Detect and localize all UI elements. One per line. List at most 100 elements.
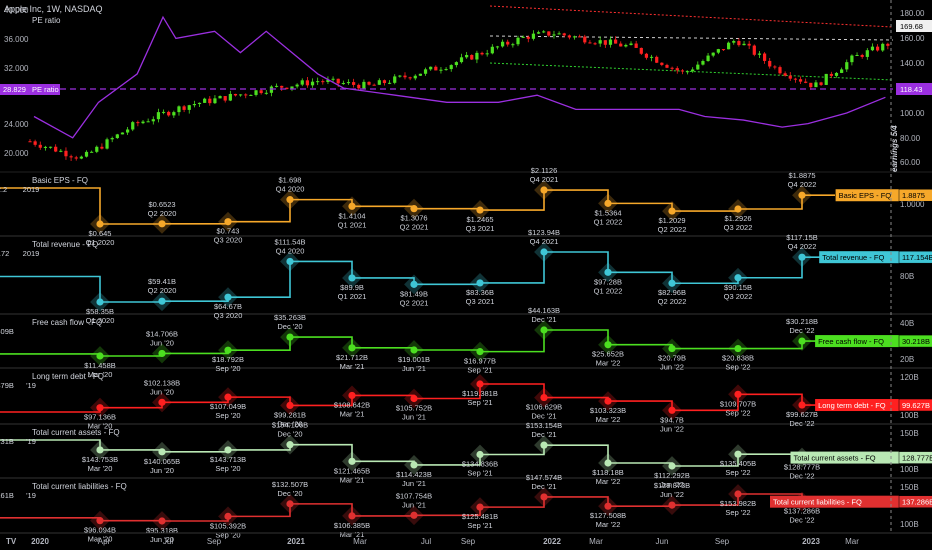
price-axis-label: 160.00 — [900, 34, 925, 43]
pe-axis-label: 20.000 — [4, 149, 29, 158]
candle-body — [413, 75, 417, 79]
pane-axis-label: 1.0000 — [900, 200, 925, 209]
candle-body — [608, 39, 613, 45]
candle-body — [146, 121, 150, 123]
data-point — [734, 490, 742, 498]
period-label: Mar '20 — [88, 422, 113, 431]
candle-body — [485, 53, 489, 55]
pane-title: Free cash flow - FQ — [32, 318, 102, 327]
value-label: $107.049B — [210, 402, 246, 411]
period-label: Q1 2021 — [338, 220, 367, 229]
value-label: $1.5364 — [594, 208, 621, 217]
data-point — [476, 279, 484, 287]
candle-body — [531, 33, 536, 39]
candle-body — [110, 138, 114, 140]
candle-body — [511, 44, 515, 46]
candle-body — [840, 69, 844, 73]
pane-title: Total current liabilities - FQ — [32, 482, 127, 491]
value-label: $153.982B — [720, 499, 756, 508]
value-label: $20.838B — [722, 354, 754, 363]
pane-axis-label: 100B — [900, 520, 919, 529]
candle-body — [321, 81, 325, 83]
time-axis-label: Apr — [98, 537, 111, 546]
period-label: Mar '22 — [596, 359, 621, 368]
candle-body — [547, 31, 551, 36]
candle-body — [603, 40, 607, 45]
period-label: Q2 2021 — [400, 298, 429, 307]
candle-body — [239, 94, 243, 96]
data-point — [96, 517, 104, 525]
candle-body — [675, 68, 679, 71]
value-label: $14.706B — [146, 329, 178, 338]
value-label: $105.392B — [210, 521, 246, 530]
value-label: $1.8875 — [788, 171, 815, 180]
period-label: Jun '21 — [402, 364, 426, 373]
value-label: $134.836B — [462, 459, 498, 468]
candle-body — [495, 46, 500, 48]
time-axis-label: Mar — [589, 537, 603, 546]
data-point — [410, 394, 418, 403]
data-point — [540, 441, 548, 449]
period-label: Q4 2021 — [530, 175, 559, 184]
period-label: Sep '21 — [467, 468, 492, 477]
candle-body — [249, 94, 253, 96]
candle-body — [701, 61, 705, 65]
time-axis-label: 2022 — [543, 537, 561, 546]
data-point — [158, 448, 166, 456]
value-label: $83.36B — [466, 288, 494, 297]
candle-body — [506, 41, 510, 45]
value-label: $30.218B — [786, 317, 818, 326]
period-label: Q3 2021 — [466, 224, 495, 233]
series-tag-value: 117.154B — [902, 253, 932, 262]
time-axis-label: Sep — [207, 537, 222, 546]
value-label: $123.94B — [528, 228, 560, 237]
candle-body — [300, 80, 304, 85]
value-label: $1.698 — [279, 176, 302, 185]
period-label: Q1 2022 — [594, 217, 623, 226]
data-point — [224, 512, 232, 520]
value-label: $0.743 — [217, 227, 240, 236]
candle-body — [43, 146, 48, 148]
value-label: $0.645 — [89, 229, 112, 238]
data-point — [734, 344, 742, 353]
candle-body — [357, 84, 361, 89]
data-point — [158, 220, 166, 228]
candle-body — [48, 146, 53, 148]
period-label: Q3 2022 — [724, 223, 753, 232]
candle-body — [768, 60, 772, 67]
candle-body — [875, 46, 880, 51]
candle-body — [285, 87, 289, 89]
value-label: $58.35B — [86, 307, 114, 316]
data-point — [540, 393, 548, 402]
time-axis-label: Jun — [656, 537, 669, 546]
period-label: Mar '22 — [596, 415, 621, 424]
candle-body — [161, 111, 166, 113]
pe-label-tag: PE ratio — [32, 85, 59, 94]
candle-body — [557, 33, 561, 35]
time-axis-label: Mar — [353, 537, 367, 546]
period-label: Dec '20 — [277, 322, 302, 331]
candle-body — [197, 102, 202, 105]
value-label: $143.753B — [82, 455, 118, 464]
pane-title: Long term debt - FQ — [32, 372, 104, 381]
period-label: Sep '20 — [215, 464, 240, 473]
period-label: Mar '22 — [596, 477, 621, 486]
left-clip-value: 1.409B — [0, 327, 14, 336]
data-point — [668, 501, 676, 509]
data-point — [286, 441, 294, 449]
value-label: $147.574B — [526, 473, 562, 482]
value-label: $132.507B — [272, 480, 308, 489]
candle-body — [465, 54, 469, 58]
time-axis-label: 2020 — [31, 537, 49, 546]
candle-body — [639, 47, 643, 54]
series-tag: Total current liabilities - FQ — [773, 498, 862, 507]
period-label: Q3 2020 — [214, 236, 243, 245]
candle-body — [131, 122, 135, 130]
data-point — [734, 274, 742, 282]
candle-body — [490, 46, 494, 54]
candle-body — [341, 83, 345, 85]
period-label: Q2 2020 — [148, 209, 177, 218]
time-axis-label: Sep — [715, 537, 730, 546]
